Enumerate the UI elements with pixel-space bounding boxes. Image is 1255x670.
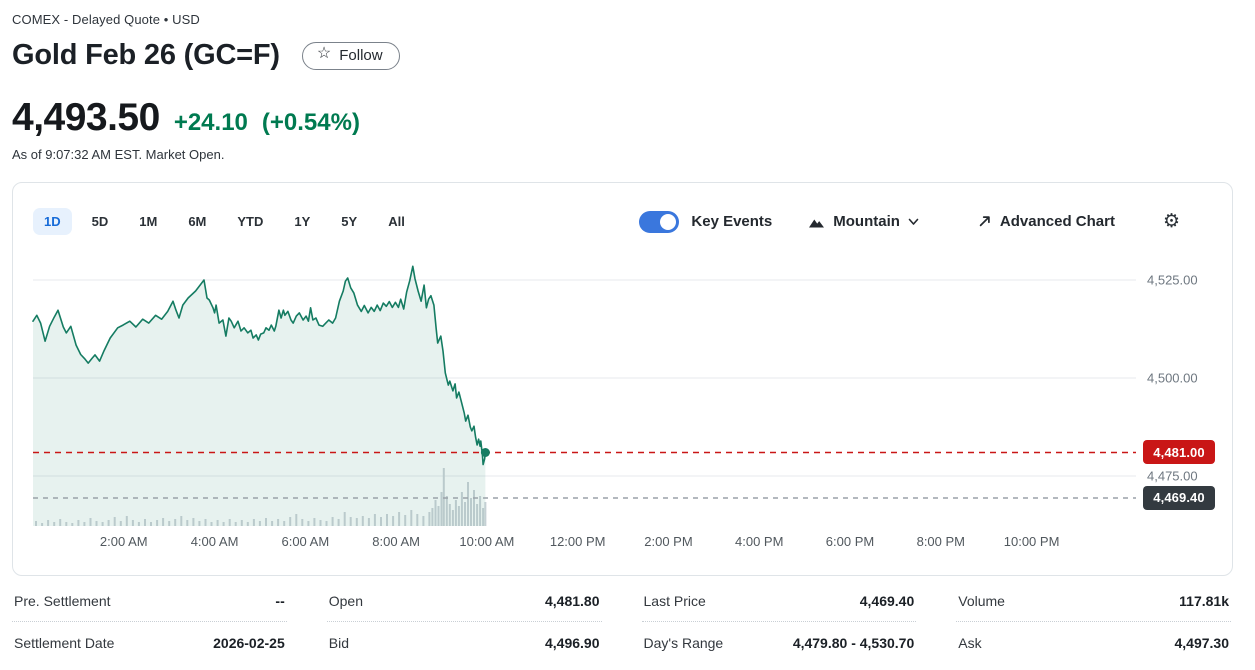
stat-label: Ask — [958, 635, 982, 651]
range-button-all[interactable]: All — [377, 208, 416, 235]
key-events-toggle[interactable] — [639, 210, 680, 233]
stat-bid: Bid 4,496.90 — [327, 622, 602, 663]
chart-card: 1D 5D 1M 6M YTD 1Y 5Y All Key Events Mountain A… — [12, 182, 1233, 576]
range-button-6m[interactable]: 6M — [177, 208, 217, 235]
expand-diagonal-icon — [979, 216, 990, 227]
y-axis-label: 4,525.00 — [1147, 272, 1198, 288]
x-axis-label: 4:00 PM — [735, 534, 784, 549]
x-axis-label: 2:00 AM — [99, 534, 148, 549]
stat-pre-settlement: Pre. Settlement -- — [12, 580, 287, 622]
stat-value: 2026-02-25 — [213, 635, 285, 651]
exchange-line: COMEX - Delayed Quote • USD — [12, 12, 200, 27]
star-icon: ☆ — [316, 45, 332, 62]
stat-value: 4,497.30 — [1174, 635, 1230, 651]
price-chart[interactable]: 4,525.00 4,500.00 4,475.00 4,481.00 4,469.40… — [13, 243, 1232, 555]
range-button-5y[interactable]: 5Y — [330, 208, 368, 235]
chevron-down-icon — [908, 218, 919, 225]
stat-label: Open — [328, 593, 363, 609]
stat-label: Bid — [328, 635, 349, 651]
stat-ask: Ask 4,497.30 — [956, 622, 1231, 663]
price-change-percent: (+0.54%) — [261, 109, 360, 136]
range-button-5d[interactable]: 5D — [81, 208, 120, 235]
chart-type-label: Mountain — [833, 213, 900, 230]
range-button-1y[interactable]: 1Y — [283, 208, 321, 235]
chart-type-selector[interactable]: Mountain — [808, 213, 919, 230]
advanced-chart-label: Advanced Chart — [999, 213, 1115, 230]
stat-settlement-date: Settlement Date 2026-02-25 — [12, 622, 287, 663]
as-of-timestamp: As of 9:07:32 AM EST. Market Open. — [12, 147, 225, 162]
mountain-icon — [809, 219, 825, 227]
quote-statistics: Pre. Settlement -- Open 4,481.80 Last Price 4… — [12, 580, 1231, 663]
x-axis-label: 4:00 AM — [190, 534, 239, 549]
x-axis-label: 10:00 AM — [459, 534, 515, 549]
chart-toolbar: 1D 5D 1M 6M YTD 1Y 5Y All Key Events Mountain A… — [13, 183, 1232, 241]
chart-canvas — [32, 265, 1136, 526]
stat-label: Pre. Settlement — [14, 593, 111, 609]
x-axis-label: 2:00 PM — [644, 534, 693, 549]
stat-value: 4,479.80 - 4,530.70 — [792, 635, 915, 651]
advanced-chart-button[interactable]: Advanced Chart — [977, 213, 1115, 230]
stat-label: Last Price — [643, 593, 706, 609]
range-button-1d[interactable]: 1D — [33, 208, 72, 235]
stat-value: 4,481.80 — [545, 593, 600, 609]
range-button-1m[interactable]: 1M — [128, 208, 168, 235]
x-axis-label: 8:00 PM — [916, 534, 966, 549]
stat-value: 4,469.40 — [859, 593, 915, 609]
prev-close-badge: 4,469.40 — [1143, 485, 1215, 510]
follow-label: Follow — [339, 46, 383, 64]
last-price-dot — [480, 448, 490, 457]
x-axis-label: 6:00 PM — [825, 534, 875, 549]
price-change: +24.10 — [173, 109, 248, 136]
stat-label: Volume — [958, 593, 1005, 609]
range-button-ytd[interactable]: YTD — [226, 208, 274, 235]
stat-label: Settlement Date — [14, 635, 115, 651]
range-selector: 1D 5D 1M 6M YTD 1Y 5Y All — [33, 208, 416, 235]
stat-last-price: Last Price 4,469.40 — [641, 580, 917, 622]
follow-button[interactable]: ☆ Follow — [301, 41, 400, 70]
stat-label: Day's Range — [643, 635, 724, 651]
stat-value: 4,496.90 — [545, 635, 600, 651]
stat-value: 117.81k — [1179, 593, 1229, 609]
stat-open: Open 4,481.80 — [326, 580, 602, 622]
current-price: 4,493.50 — [12, 96, 160, 139]
current-price-badge: 4,481.00 — [1143, 440, 1215, 465]
quote-header: COMEX - Delayed Quote • USD Gold Feb 26 … — [0, 0, 1255, 162]
y-axis-label: 4,500.00 — [1147, 370, 1198, 386]
x-axis-label: 12:00 PM — [549, 534, 606, 549]
x-axis-label: 6:00 AM — [281, 534, 330, 549]
stat-value: -- — [275, 593, 285, 609]
gear-icon[interactable]: ⚙ — [1162, 211, 1180, 232]
key-events-label: Key Events — [691, 213, 773, 230]
y-axis-label: 4,475.00 — [1147, 468, 1198, 484]
stat-day-s-range: Day's Range 4,479.80 - 4,530.70 — [642, 622, 917, 663]
x-axis-label: 10:00 PM — [1003, 534, 1060, 549]
toggle-knob — [660, 213, 677, 230]
stat-volume: Volume 117.81k — [956, 580, 1231, 622]
x-axis-label: 8:00 AM — [372, 534, 420, 549]
page-title: Gold Feb 26 (GC=F) — [12, 39, 280, 71]
